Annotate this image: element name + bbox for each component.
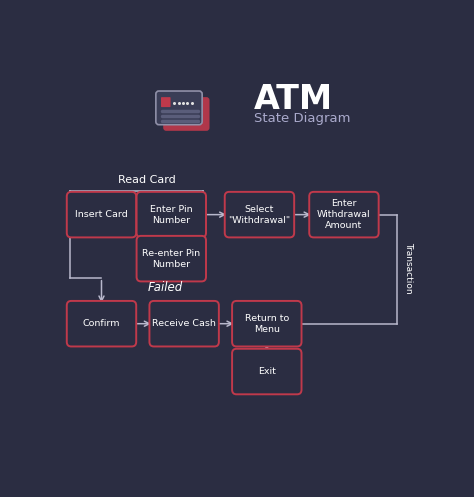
- Text: Confirm: Confirm: [83, 319, 120, 328]
- Text: Enter Pin
Number: Enter Pin Number: [150, 205, 192, 225]
- FancyBboxPatch shape: [225, 192, 294, 238]
- Text: Return to
Menu: Return to Menu: [245, 314, 289, 334]
- Text: Enter
Withdrawal
Amount: Enter Withdrawal Amount: [317, 199, 371, 230]
- FancyBboxPatch shape: [163, 97, 210, 131]
- FancyBboxPatch shape: [309, 192, 379, 238]
- FancyBboxPatch shape: [149, 301, 219, 346]
- Text: Receive Cash: Receive Cash: [152, 319, 216, 328]
- Text: Exit: Exit: [258, 367, 276, 376]
- FancyBboxPatch shape: [137, 236, 206, 281]
- FancyBboxPatch shape: [137, 192, 206, 238]
- FancyBboxPatch shape: [67, 192, 136, 238]
- Text: Insert Card: Insert Card: [75, 210, 128, 219]
- FancyBboxPatch shape: [156, 91, 202, 125]
- FancyBboxPatch shape: [67, 301, 136, 346]
- Text: Transaction: Transaction: [405, 243, 413, 294]
- FancyBboxPatch shape: [161, 97, 171, 107]
- Text: Failed: Failed: [148, 281, 183, 294]
- Text: State Diagram: State Diagram: [254, 112, 350, 125]
- Text: ATM: ATM: [254, 83, 333, 116]
- FancyBboxPatch shape: [232, 349, 301, 394]
- Text: Re-enter Pin
Number: Re-enter Pin Number: [142, 248, 201, 269]
- Text: Read Card: Read Card: [118, 175, 176, 185]
- FancyBboxPatch shape: [232, 301, 301, 346]
- Text: Select
"Withdrawal": Select "Withdrawal": [228, 205, 291, 225]
